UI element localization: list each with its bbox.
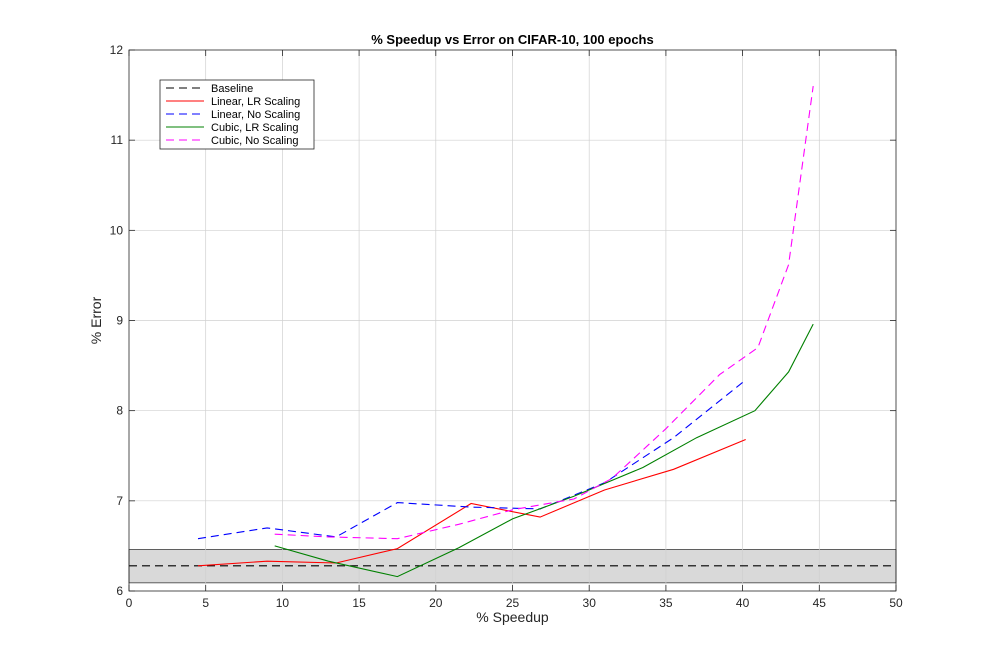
grid: [129, 50, 896, 591]
legend-label-linear-lr-scaling: Linear, LR Scaling: [211, 96, 300, 108]
x-tick-label: 40: [736, 596, 750, 610]
series-line-cubic-no-scaling: [274, 86, 814, 540]
y-tick-label: 7: [116, 494, 123, 508]
legend-label-baseline: Baseline: [211, 83, 253, 95]
x-tick-label: 50: [889, 596, 903, 610]
x-axis-label: % Speedup: [476, 609, 549, 625]
x-tick-label: 5: [202, 596, 209, 610]
y-axis-label: % Error: [88, 296, 104, 344]
x-tick-label: 30: [583, 596, 597, 610]
chart-title: % Speedup vs Error on CIFAR-10, 100 epoc…: [371, 32, 653, 47]
y-tick-label: 10: [110, 223, 124, 237]
x-tick-label: 10: [276, 596, 290, 610]
x-tick-label: 25: [506, 596, 520, 610]
y-tick-label: 12: [110, 43, 124, 57]
x-tick-label: 20: [429, 596, 443, 610]
x-tick-label: 35: [659, 596, 673, 610]
series-line-linear-no-scaling: [197, 379, 747, 540]
y-tick-label: 9: [116, 314, 123, 328]
legend-label-cubic-no-scaling: Cubic, No Scaling: [211, 135, 298, 147]
x-tick-label: 0: [126, 596, 133, 610]
y-tick-label: 11: [111, 133, 124, 147]
x-tick-label: 45: [813, 596, 827, 610]
series-line-linear-lr-scaling: [197, 438, 746, 567]
y-tick-label: 6: [116, 584, 123, 598]
legend-label-linear-no-scaling: Linear, No Scaling: [211, 109, 300, 121]
series-lines: [129, 86, 896, 578]
legend-label-cubic-lr-scaling: Cubic, LR Scaling: [211, 122, 298, 134]
x-tick-label: 15: [352, 596, 366, 610]
axis-ticks: 0 5 10 15 20 25 30 35 40 45 50 6 7 8 9 10 11 12: [110, 43, 903, 610]
y-tick-label: 8: [116, 404, 123, 418]
series-line-cubic-lr-scaling: [274, 323, 814, 578]
